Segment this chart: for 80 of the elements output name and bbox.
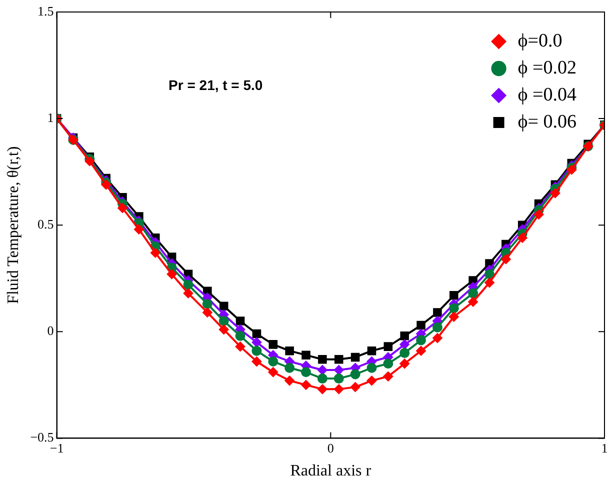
- point: [400, 348, 410, 358]
- point: [334, 384, 344, 394]
- point: [432, 322, 442, 332]
- point: [235, 342, 246, 352]
- point: [166, 269, 177, 280]
- point: [252, 329, 262, 338]
- y-tick-label: 0: [47, 323, 54, 338]
- point: [383, 358, 394, 369]
- point: [416, 335, 426, 346]
- point: [350, 369, 360, 380]
- point: [317, 365, 328, 376]
- point: [366, 376, 377, 386]
- point: [218, 316, 229, 326]
- point: [218, 324, 229, 335]
- y-tick-label: 0.5: [38, 216, 54, 232]
- point: [285, 346, 294, 356]
- point: [534, 209, 544, 220]
- y-tick-label: 1: [47, 110, 54, 125]
- point: [284, 376, 295, 386]
- legend-label: ϕ=0.0: [518, 30, 562, 52]
- point: [400, 339, 410, 350]
- point: [302, 350, 310, 360]
- point: [416, 346, 426, 356]
- x-tick-label: 0: [327, 440, 334, 456]
- point: [448, 312, 459, 322]
- point: [317, 384, 328, 394]
- point: [202, 307, 212, 318]
- point: [334, 365, 344, 376]
- point: [118, 203, 128, 214]
- point: [252, 346, 262, 356]
- point: [550, 188, 560, 198]
- legend-label: ϕ =0.04: [518, 84, 577, 106]
- annotation: Pr = 21, t = 5.0: [168, 76, 263, 93]
- point: [183, 280, 194, 290]
- point: [500, 254, 511, 264]
- point: [101, 180, 112, 190]
- point: [366, 362, 377, 373]
- point: [268, 367, 278, 378]
- point: [383, 371, 394, 382]
- point: [236, 316, 245, 326]
- point: [367, 346, 376, 356]
- point: [416, 320, 426, 330]
- point: [484, 278, 494, 288]
- point: [318, 354, 327, 364]
- point: [334, 374, 344, 384]
- point: [235, 330, 246, 341]
- x-tick-label: 1: [601, 440, 608, 456]
- point: [268, 340, 278, 349]
- point: [384, 342, 393, 351]
- point: [449, 291, 458, 300]
- legend-label: ϕ =0.02: [518, 57, 576, 78]
- point: [252, 337, 262, 348]
- point: [517, 232, 528, 243]
- point: [202, 298, 212, 309]
- point: [468, 288, 478, 298]
- point: [317, 374, 328, 384]
- point: [300, 367, 311, 378]
- point: [219, 302, 228, 310]
- point: [334, 354, 344, 364]
- point: [400, 358, 410, 369]
- x-axis-title: Radial axis r: [290, 462, 372, 480]
- y-tick-label: 1.5: [38, 3, 54, 18]
- y-tick-label: −0.5: [30, 430, 54, 445]
- point: [484, 269, 494, 280]
- point: [350, 352, 360, 362]
- y-axis-title: Fluid Temperature, θ(r,t): [4, 146, 22, 304]
- point: [252, 356, 262, 366]
- point: [284, 362, 295, 373]
- point: [183, 288, 194, 298]
- point: [268, 356, 278, 366]
- point: [433, 308, 442, 317]
- point: [468, 296, 478, 307]
- point: [432, 333, 442, 344]
- point: [448, 303, 459, 314]
- legend-label: ϕ= 0.06: [518, 111, 576, 132]
- point: [300, 380, 311, 390]
- point: [150, 248, 160, 258]
- point: [134, 224, 144, 234]
- point: [400, 332, 409, 340]
- point: [350, 382, 360, 392]
